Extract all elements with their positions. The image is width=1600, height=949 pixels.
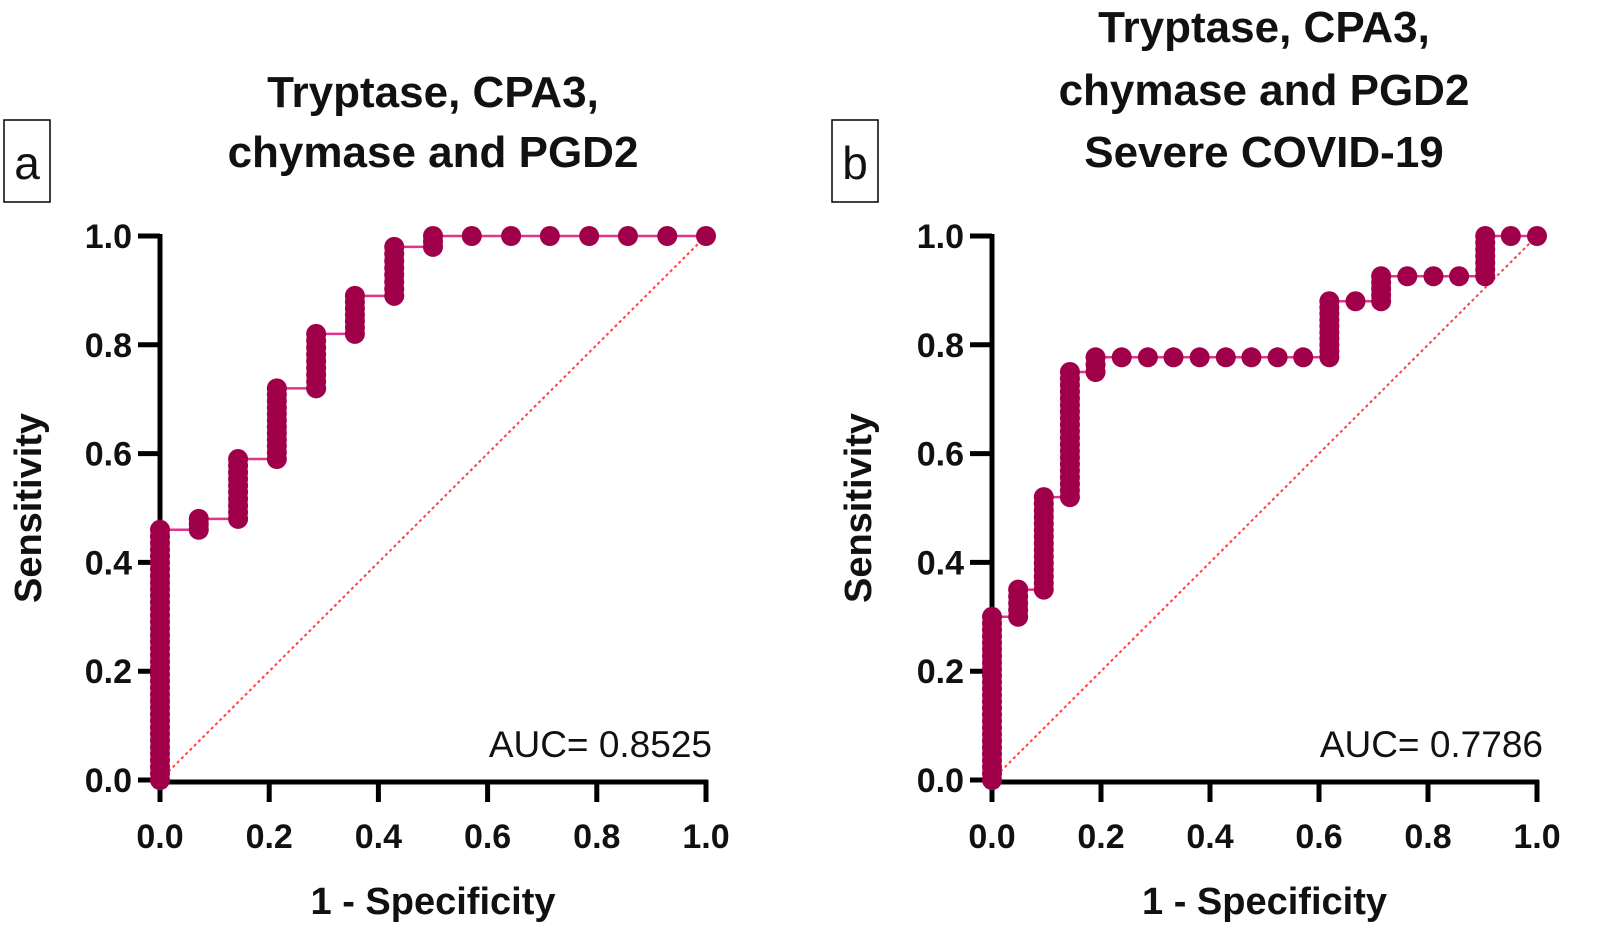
y-tick-label: 0.6 — [85, 436, 132, 474]
roc-point — [1371, 266, 1392, 287]
x-axis-label: 1 - Specificity — [311, 881, 556, 923]
roc-point — [1163, 347, 1184, 368]
y-tick-label: 0.4 — [85, 544, 132, 582]
x-tick-label: 0.0 — [968, 818, 1015, 856]
y-tick-label: 0.6 — [917, 436, 964, 474]
roc-point — [982, 606, 1002, 627]
panel-label: b — [842, 137, 868, 189]
reference-diagonal-line — [991, 235, 1538, 781]
roc-point — [617, 226, 638, 246]
reference-diagonal-line — [159, 235, 707, 781]
y-tick-label: 0.2 — [85, 653, 132, 691]
roc-point — [1475, 226, 1496, 246]
roc-point — [1085, 347, 1106, 368]
roc-point — [423, 226, 443, 246]
x-tick-label: 0.8 — [1404, 818, 1451, 856]
x-tick-label: 0.4 — [355, 818, 402, 856]
roc-point — [1527, 226, 1547, 246]
x-tick-label: 1.0 — [1513, 818, 1560, 856]
x-tick-label: 0.2 — [246, 818, 293, 856]
panel-label-box — [831, 119, 879, 203]
chart-panel-a: Tryptase, CPA3, chymase and PGD2 a 0.0 0.2 0.… — [3, 68, 730, 923]
roc-point — [1033, 487, 1054, 508]
roc-point — [461, 226, 482, 246]
roc-point — [1241, 347, 1262, 368]
y-tick-label: 0.0 — [917, 762, 964, 800]
y-tick-label: 1.0 — [917, 218, 964, 256]
x-tick-label: 0.0 — [136, 818, 183, 856]
roc-point — [1137, 347, 1158, 368]
chart-title-line: Tryptase, CPA3, — [1098, 3, 1430, 52]
y-tick-label: 0.0 — [85, 762, 132, 800]
x-tick-label: 0.6 — [1295, 818, 1342, 856]
y-tick-label: 0.4 — [917, 544, 964, 582]
roc-point — [1423, 266, 1444, 287]
roc-point — [150, 519, 170, 540]
y-tick-label: 0.8 — [85, 327, 132, 365]
roc-point — [1293, 347, 1314, 368]
roc-point — [228, 449, 249, 470]
x-axis-label: 1 - Specificity — [1142, 881, 1387, 923]
x-tick-label: 0.8 — [573, 818, 620, 856]
y-tick-label: 1.0 — [85, 218, 132, 256]
roc-point — [266, 378, 287, 399]
x-tick-label: 1.0 — [682, 818, 729, 856]
roc-point — [1449, 266, 1470, 287]
roc-point — [1345, 291, 1366, 312]
roc-point — [696, 226, 716, 246]
y-axis-label: Sensitivity — [8, 413, 50, 603]
roc-point — [1267, 347, 1288, 368]
roc-point — [1059, 362, 1080, 382]
chart-panel-b: Tryptase, CPA3, chymase and PGD2 Severe CO… — [831, 3, 1561, 923]
x-tick-label: 0.4 — [1186, 818, 1233, 856]
roc-point — [306, 323, 327, 344]
roc-point — [1500, 226, 1521, 246]
roc-point — [1319, 291, 1340, 312]
y-axis-label: Sensitivity — [838, 413, 880, 603]
roc-point — [1189, 347, 1210, 368]
chart-title-line: Tryptase, CPA3, — [267, 68, 599, 117]
x-tick-label: 0.6 — [464, 818, 511, 856]
roc-point — [384, 236, 405, 257]
roc-point — [1397, 266, 1418, 287]
roc-point — [501, 226, 522, 246]
y-tick-label: 0.2 — [917, 653, 964, 691]
panel-label: a — [14, 137, 40, 189]
roc-point — [539, 226, 560, 246]
roc-point — [188, 508, 209, 529]
roc-point — [1008, 579, 1029, 600]
roc-point — [579, 226, 600, 246]
roc-point — [344, 285, 365, 306]
x-tick-label: 0.2 — [1077, 818, 1124, 856]
auc-annotation: AUC= 0.8525 — [489, 724, 712, 765]
panel-label-box — [3, 119, 51, 203]
auc-annotation: AUC= 0.7786 — [1320, 724, 1543, 765]
roc-point — [657, 226, 678, 246]
chart-title-line: chymase and PGD2 — [228, 128, 639, 177]
y-tick-label: 0.8 — [917, 327, 964, 365]
roc-point — [1111, 347, 1132, 368]
chart-title-line: chymase and PGD2 — [1059, 66, 1470, 115]
chart-title-line: Severe COVID-19 — [1084, 128, 1444, 177]
roc-point — [1215, 347, 1236, 368]
